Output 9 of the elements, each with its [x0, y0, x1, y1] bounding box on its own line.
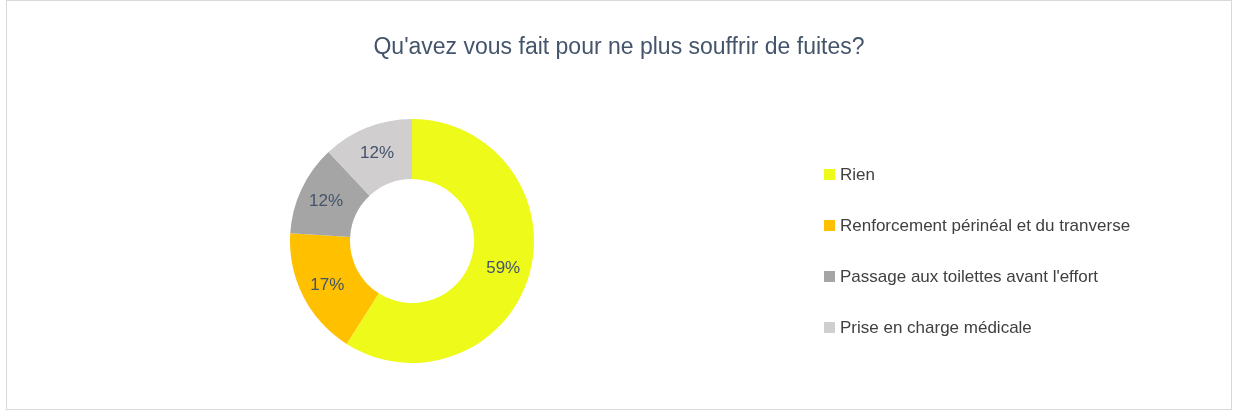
legend-label: Rien: [840, 165, 875, 184]
legend-label: Prise en charge médicale: [840, 318, 1032, 337]
chart-title: Qu'avez vous fait pour ne plus souffrir de fuites?: [373, 32, 865, 59]
legend-label: Passage aux toilettes avant l'effort: [840, 267, 1099, 286]
legend-label: Renforcement périnéal et du tranverse: [840, 216, 1131, 235]
data-label: 12%: [360, 143, 395, 163]
data-label: 12%: [309, 191, 344, 211]
data-label: 17%: [310, 274, 345, 294]
data-label: 59%: [486, 258, 521, 277]
